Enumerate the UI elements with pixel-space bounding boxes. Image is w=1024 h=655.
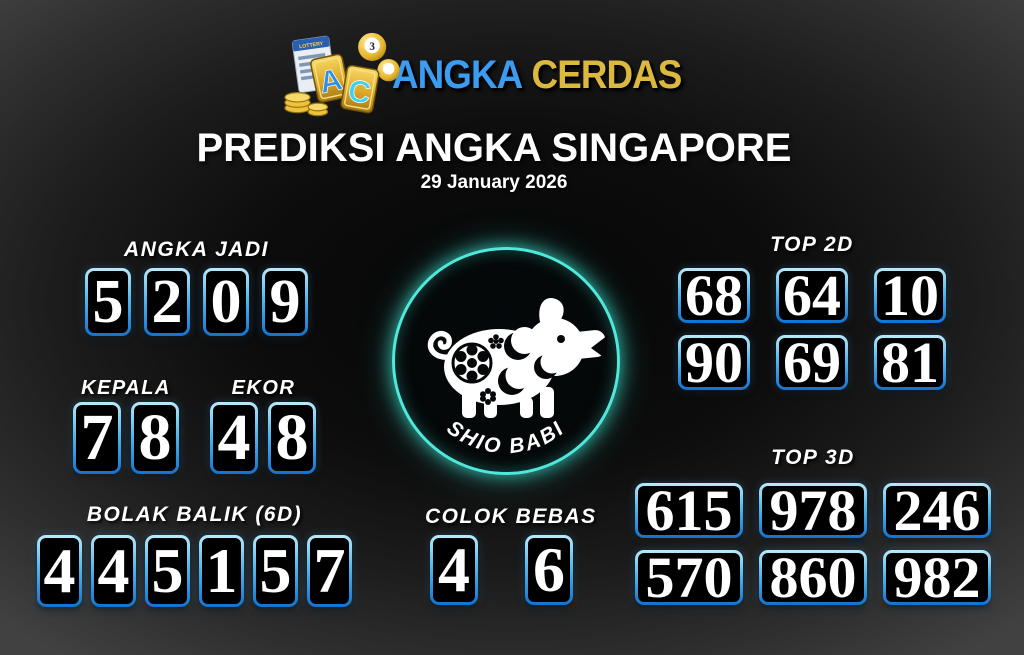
svg-text:LOTTERY: LOTTERY xyxy=(299,41,324,50)
number-tile: 9 xyxy=(262,268,308,336)
svg-text:3: 3 xyxy=(369,41,375,53)
shio-label: SHIO BABI xyxy=(443,416,567,458)
top-3d-grid: 615 978 246 570 860 982 xyxy=(635,478,991,610)
number-tile: 615 xyxy=(635,478,743,543)
ekor-label: EKOR xyxy=(231,377,296,399)
svg-text:SHIO BABI: SHIO BABI xyxy=(443,416,570,458)
brand-wordmark: ANGKA CERDAS xyxy=(391,52,682,98)
number-tile: 8 xyxy=(268,401,316,474)
number-tile: 10 xyxy=(874,263,946,328)
number-tile: 5 xyxy=(253,535,298,607)
prediction-date: 29 January 2026 xyxy=(420,172,568,193)
number-tile: 69 xyxy=(776,330,848,395)
svg-text:C: C xyxy=(345,72,373,110)
number-tile: 8 xyxy=(131,401,179,474)
number-tile: 4 xyxy=(91,535,136,607)
number-tile: 2 xyxy=(144,268,190,336)
shio-badge: SHIO BABI xyxy=(392,247,620,475)
number-tile: 68 xyxy=(678,263,750,328)
number-tile: 90 xyxy=(678,330,750,395)
pig-ornament-cuts xyxy=(505,327,564,389)
colok-bebas-row: 4 6 xyxy=(430,534,573,605)
number-tile: 81 xyxy=(874,330,946,395)
angka-jadi-row: 5 2 0 9 xyxy=(85,268,308,336)
bolak-balik-label: BOLAK BALIK (6D) xyxy=(86,503,303,526)
number-tile: 7 xyxy=(307,535,352,607)
number-tile: 0 xyxy=(203,268,249,336)
number-tile: 4 xyxy=(37,535,82,607)
number-tile: 64 xyxy=(776,263,848,328)
number-tile: 4 xyxy=(210,401,258,474)
number-tile: 7 xyxy=(73,401,121,474)
top-3d-label: TOP 3D xyxy=(771,446,855,469)
number-tile: 5 xyxy=(145,535,190,607)
brand-logo-graphic-icon: LOTTERY 3 xyxy=(284,32,400,117)
number-tile: 978 xyxy=(759,478,867,543)
bolak-balik-row: 4 4 5 1 5 7 xyxy=(37,535,352,607)
logo-tile-c: C xyxy=(340,64,380,114)
number-tile: 6 xyxy=(525,534,573,605)
number-tile: 982 xyxy=(883,545,991,610)
logo-tile-a: A xyxy=(309,53,350,103)
colok-bebas-label: COLOK BEBAS xyxy=(425,505,597,528)
number-tile: 570 xyxy=(635,545,743,610)
number-tile: 4 xyxy=(430,534,478,605)
coins-icon xyxy=(284,92,328,117)
top-2d-label: TOP 2D xyxy=(770,233,854,256)
number-tile: 5 xyxy=(85,268,131,336)
angka-jadi-label: ANGKA JADI xyxy=(124,238,269,261)
kepala-row: 7 8 xyxy=(73,401,179,474)
kepala-label: KEPALA xyxy=(81,377,171,399)
ekor-row: 4 8 xyxy=(210,401,316,474)
number-tile: 1 xyxy=(199,535,244,607)
brand-word-angka: ANGKA xyxy=(391,52,523,97)
number-tile: 860 xyxy=(759,545,867,610)
page-title: PREDIKSI ANGKA SINGAPORE xyxy=(196,126,792,170)
shio-pig-illustration: SHIO BABI xyxy=(427,297,608,458)
top-2d-grid: 68 64 10 90 69 81 xyxy=(678,263,946,395)
brand-word-cerdas: CERDAS xyxy=(531,52,682,97)
brand-logo: LOTTERY 3 xyxy=(0,30,988,120)
number-tile: 246 xyxy=(883,478,991,543)
lottery-ball-icon: 3 xyxy=(357,32,400,82)
